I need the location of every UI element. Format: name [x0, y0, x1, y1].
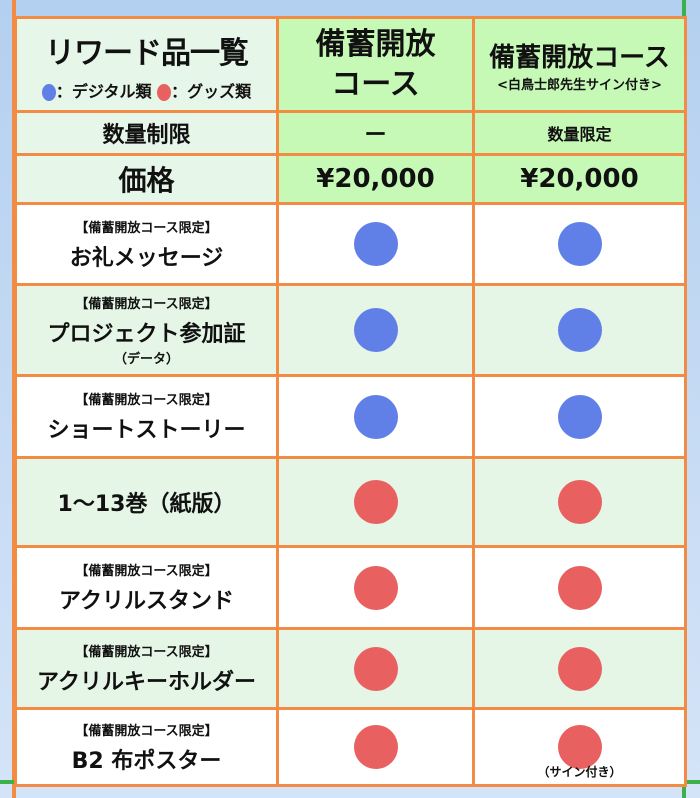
goods-dot-icon — [557, 646, 602, 691]
price-course1: ¥20,000 — [276, 153, 475, 205]
goods-dot-icon — [353, 646, 398, 691]
quantity-row: 数量制限 ー 数量限定 — [14, 110, 687, 156]
item-name: お礼メッセージ — [69, 245, 224, 271]
item-name-cell: 【備蓄開放コース限定】アクリルキーホルダー — [14, 627, 279, 710]
goods-dot-icon — [557, 480, 602, 524]
course1-cell — [276, 707, 475, 787]
goods-dot-icon — [157, 83, 172, 101]
table-row: 【備蓄開放コース限定】ショートストーリー — [14, 374, 687, 459]
course2-cell — [472, 283, 687, 377]
header-title-cell: リワード品一覧 ：デジタル類 ：グッズ類 — [14, 16, 279, 113]
table-row: 【備蓄開放コース限定】プロジェクト参加証 （データ） — [14, 283, 687, 377]
page-title: リワード品一覧 — [45, 35, 249, 71]
course2-name: 備蓄開放コース — [489, 42, 670, 73]
course2-cell — [472, 545, 687, 630]
price-row: 価格 ¥20,000 ¥20,000 — [14, 153, 687, 205]
quantity-course2: 数量限定 — [472, 110, 687, 156]
item-tag: 【備蓄開放コース限定】 — [75, 564, 218, 579]
course2-note: （サイン付き） — [537, 765, 622, 779]
goods-dot-icon — [353, 565, 398, 610]
item-name: アクリルスタンド — [59, 589, 234, 614]
quantity-label: 数量制限 — [14, 110, 279, 156]
table-row: 【備蓄開放コース限定】お礼メッセージ — [14, 202, 687, 286]
header-row: リワード品一覧 ：デジタル類 ：グッズ類 備蓄開放 コース 備蓄開放コース <白… — [14, 16, 687, 113]
item-note: （データ） — [113, 352, 179, 367]
course2-cell — [472, 627, 687, 710]
course1-cell — [276, 545, 475, 630]
item-name-cell: 【備蓄開放コース限定】お礼メッセージ — [14, 202, 279, 286]
course2-cell — [472, 202, 687, 286]
item-name: B2 布ポスター — [71, 748, 222, 774]
table-row: 【備蓄開放コース限定】アクリルキーホルダー — [14, 627, 687, 710]
quantity-course1: ー — [276, 110, 475, 156]
goods-dot-icon — [353, 480, 398, 524]
price-label: 価格 — [14, 153, 279, 205]
course1-name: 備蓄開放 — [315, 26, 436, 62]
digital-dot-icon — [353, 222, 398, 266]
item-name: ショートストーリー — [47, 418, 246, 443]
item-tag: 【備蓄開放コース限定】 — [75, 393, 218, 408]
digital-dot-icon — [557, 308, 602, 352]
course2-cell — [472, 456, 687, 548]
course1-name-line2: コース — [331, 66, 420, 102]
item-name-cell: 【備蓄開放コース限定】アクリルスタンド — [14, 545, 279, 630]
item-tag: 【備蓄開放コース限定】 — [75, 220, 218, 236]
course2-subtitle: <白鳥士郎先生サイン付き> — [497, 77, 662, 93]
item-tag: 【備蓄開放コース限定】 — [75, 723, 218, 739]
item-name: プロジェクト参加証 — [47, 322, 246, 347]
course2-header: 備蓄開放コース <白鳥士郎先生サイン付き> — [472, 16, 687, 113]
item-name-cell: 【備蓄開放コース限定】プロジェクト参加証 （データ） — [14, 283, 279, 377]
goods-dot-icon — [557, 565, 602, 610]
digital-dot-icon — [353, 308, 398, 352]
course1-cell — [276, 456, 475, 548]
item-name: アクリルキーホルダー — [37, 670, 256, 695]
digital-dot-icon — [557, 394, 602, 439]
item-name: 1～13巻（紙版） — [57, 492, 236, 517]
item-tag: 【備蓄開放コース限定】 — [75, 645, 218, 660]
course1-cell — [276, 374, 475, 459]
reward-table: リワード品一覧 ：デジタル類 ：グッズ類 備蓄開放 コース 備蓄開放コース <白… — [14, 16, 687, 787]
course1-cell — [276, 627, 475, 710]
digital-dot-icon — [557, 222, 602, 266]
course2-cell: （サイン付き） — [472, 707, 687, 787]
legend-digital: ：デジタル類 — [55, 81, 152, 101]
course1-cell — [276, 283, 475, 377]
item-name-cell: 1～13巻（紙版） — [14, 456, 279, 548]
frame-line-orange-left — [12, 0, 16, 798]
table-row: 1～13巻（紙版） — [14, 456, 687, 548]
item-name-cell: 【備蓄開放コース限定】 B2 布ポスター — [14, 707, 279, 787]
course1-header: 備蓄開放 コース — [276, 16, 475, 113]
table-row: 【備蓄開放コース限定】 B2 布ポスター （サイン付き） — [14, 707, 687, 787]
goods-dot-icon — [557, 725, 602, 769]
item-name-cell: 【備蓄開放コース限定】ショートストーリー — [14, 374, 279, 459]
legend: ：デジタル類 ：グッズ類 — [17, 78, 276, 102]
goods-dot-icon — [353, 725, 398, 769]
item-tag: 【備蓄開放コース限定】 — [75, 297, 218, 312]
course2-cell — [472, 374, 687, 459]
table-row: 【備蓄開放コース限定】アクリルスタンド — [14, 545, 687, 630]
price-course2: ¥20,000 — [472, 153, 687, 205]
digital-dot-icon — [353, 394, 398, 439]
digital-dot-icon — [41, 83, 56, 101]
legend-goods: ：グッズ類 — [171, 81, 252, 101]
course1-cell — [276, 202, 475, 286]
